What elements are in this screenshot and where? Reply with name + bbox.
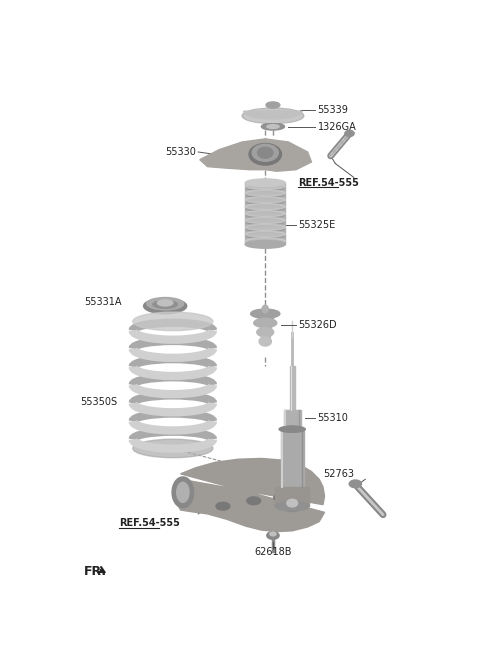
Ellipse shape <box>257 328 274 337</box>
Ellipse shape <box>245 224 285 231</box>
Ellipse shape <box>245 190 285 196</box>
Text: REF.54-555: REF.54-555 <box>119 518 180 528</box>
Ellipse shape <box>252 145 278 161</box>
Ellipse shape <box>267 125 279 129</box>
Ellipse shape <box>172 477 193 508</box>
Ellipse shape <box>244 109 302 122</box>
Text: 55339: 55339 <box>318 104 348 114</box>
Ellipse shape <box>157 300 173 306</box>
Ellipse shape <box>133 439 213 458</box>
Ellipse shape <box>246 219 285 225</box>
Ellipse shape <box>144 298 187 313</box>
Ellipse shape <box>246 205 285 212</box>
Ellipse shape <box>245 183 285 189</box>
Text: FR.: FR. <box>84 565 108 578</box>
Ellipse shape <box>249 143 281 165</box>
Ellipse shape <box>349 480 361 487</box>
Ellipse shape <box>245 238 285 244</box>
Ellipse shape <box>275 501 309 510</box>
Ellipse shape <box>251 309 280 318</box>
Ellipse shape <box>267 532 279 539</box>
Ellipse shape <box>262 306 268 313</box>
Text: 55326D: 55326D <box>299 320 337 330</box>
Text: 1326GA: 1326GA <box>318 122 356 131</box>
Text: 62618B: 62618B <box>254 547 292 557</box>
Ellipse shape <box>147 298 184 310</box>
Ellipse shape <box>133 312 213 330</box>
Bar <box>262 332 270 337</box>
Ellipse shape <box>246 198 285 204</box>
Ellipse shape <box>246 233 285 238</box>
Text: 55350S: 55350S <box>81 397 118 407</box>
Polygon shape <box>175 459 324 532</box>
Ellipse shape <box>246 185 285 191</box>
Text: 55331A: 55331A <box>84 297 122 307</box>
Text: 55330: 55330 <box>165 147 196 157</box>
Ellipse shape <box>245 231 285 237</box>
Text: 55310: 55310 <box>318 413 348 422</box>
Ellipse shape <box>282 426 302 432</box>
Ellipse shape <box>245 217 285 223</box>
Ellipse shape <box>245 240 285 248</box>
Ellipse shape <box>216 503 230 510</box>
Ellipse shape <box>262 123 285 130</box>
Bar <box>275 487 309 506</box>
Ellipse shape <box>247 497 261 505</box>
Bar <box>281 429 304 487</box>
Polygon shape <box>244 111 302 119</box>
Text: 55325E: 55325E <box>299 220 336 230</box>
Polygon shape <box>200 139 312 171</box>
Ellipse shape <box>266 102 280 108</box>
Text: REF.54-555: REF.54-555 <box>299 178 359 188</box>
Ellipse shape <box>242 108 304 124</box>
Bar <box>260 323 271 328</box>
Ellipse shape <box>246 192 285 198</box>
Ellipse shape <box>245 210 285 217</box>
Ellipse shape <box>245 179 285 187</box>
Ellipse shape <box>177 482 189 503</box>
Bar <box>245 183 285 244</box>
Ellipse shape <box>246 239 285 246</box>
Ellipse shape <box>246 212 285 218</box>
Ellipse shape <box>281 498 303 512</box>
Ellipse shape <box>287 499 298 507</box>
Text: 52763: 52763 <box>323 469 354 479</box>
Ellipse shape <box>246 226 285 232</box>
Bar <box>258 313 273 318</box>
Ellipse shape <box>270 532 276 536</box>
Bar <box>290 366 295 410</box>
Ellipse shape <box>274 494 288 501</box>
Ellipse shape <box>286 501 299 509</box>
Ellipse shape <box>153 301 178 308</box>
Ellipse shape <box>259 337 271 346</box>
Ellipse shape <box>345 130 354 137</box>
Ellipse shape <box>258 147 273 158</box>
Ellipse shape <box>245 204 285 210</box>
Ellipse shape <box>245 197 285 203</box>
Bar <box>284 410 300 429</box>
Ellipse shape <box>254 318 277 328</box>
Ellipse shape <box>279 426 305 432</box>
